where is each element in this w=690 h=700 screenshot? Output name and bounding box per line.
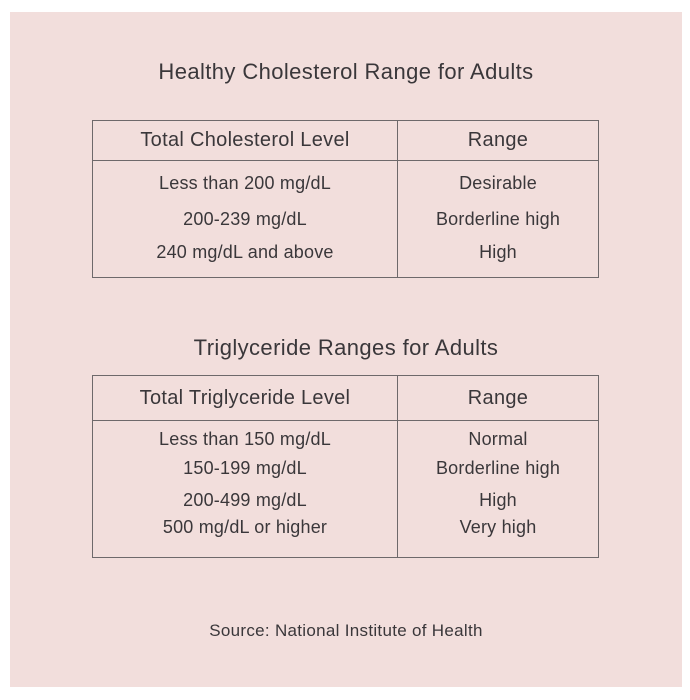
table-row: Less than 150 mg/dL Normal	[93, 420, 599, 453]
level-cell: 150-199 mg/dL	[183, 458, 307, 478]
table-header-row: Total Cholesterol Level Range	[92, 120, 599, 161]
level-cell: 200-499 mg/dL	[183, 490, 307, 510]
triglyceride-level-column-header: Total Triglyceride Level	[92, 375, 398, 421]
table-row: 150-199 mg/dL Borderline high	[93, 452, 599, 485]
triglyceride-range-column-header: Range	[397, 375, 599, 421]
source-note: Source: National Institute of Health	[209, 621, 483, 640]
range-cell: Borderline high	[397, 452, 599, 485]
triglyceride-table: Total Triglyceride Level Range Less than…	[92, 375, 599, 558]
level-cell: Less than 150 mg/dL	[159, 428, 331, 449]
table-row: 200-499 mg/dL High	[93, 484, 599, 517]
range-cell: Desirable	[397, 160, 599, 200]
level-cell: Less than 200 mg/dL	[159, 173, 331, 194]
cholesterol-table: Total Cholesterol Level Range Less than …	[92, 120, 599, 278]
level-cell: 500 mg/dL or higher	[162, 516, 328, 537]
level-cell: 200-239 mg/dL	[183, 208, 307, 229]
range-cell: Very high	[397, 516, 599, 557]
table-row: 200-239 mg/dL Borderline high	[93, 199, 599, 239]
table-row: 500 mg/dL or higher Very high	[93, 516, 599, 557]
cholesterol-range-column-header: Range	[397, 120, 599, 161]
cholesterol-section-title: Healthy Cholesterol Range for Adults	[158, 59, 534, 84]
range-cell: Normal	[397, 420, 599, 453]
range-cell: Borderline high	[397, 199, 599, 239]
range-cell: High	[397, 484, 599, 517]
pink-panel: Healthy Cholesterol Range for Adults Tot…	[10, 12, 682, 687]
triglyceride-section-title: Triglyceride Ranges for Adults	[193, 335, 499, 360]
cholesterol-level-column-header: Total Cholesterol Level	[92, 120, 398, 161]
range-cell: High	[397, 238, 599, 278]
table-header-row: Total Triglyceride Level Range	[92, 375, 599, 421]
table-row: 240 mg/dL and above High	[93, 238, 599, 278]
level-cell: 240 mg/dL and above	[156, 242, 334, 263]
table-row: Less than 200 mg/dL Desirable	[93, 160, 599, 200]
